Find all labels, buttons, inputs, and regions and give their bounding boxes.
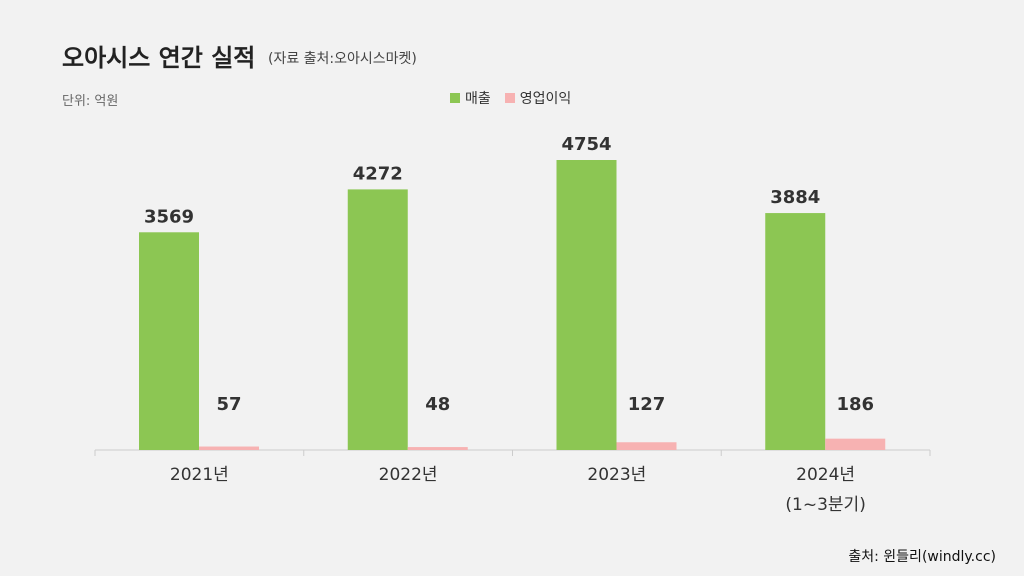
data-label-operating-profit: 127 [628, 394, 666, 415]
bar-sales [347, 189, 408, 451]
legend-swatch-operating-profit [504, 93, 515, 103]
x-tick-label: 2023년 [587, 465, 646, 485]
data-label-sales: 4754 [561, 134, 611, 155]
x-tick-label: (1~3분기) [785, 495, 865, 515]
x-tick-label: 2022년 [379, 465, 438, 485]
data-label-operating-profit: 186 [836, 394, 874, 415]
bar-operating-profit [407, 447, 468, 450]
data-label-sales: 4272 [353, 163, 403, 184]
x-tick-label: 2021년 [170, 465, 229, 485]
legend-label-sales: 매출 [465, 91, 491, 107]
bar-sales [556, 160, 617, 450]
bar-operating-profit [825, 438, 886, 450]
bar-sales [139, 232, 199, 450]
legend-label-operating-profit: 영업이익 [519, 91, 572, 107]
data-label-sales: 3884 [770, 187, 820, 208]
data-label-operating-profit: 48 [425, 394, 450, 415]
chart-title: 오아시스 연간 실적 [62, 44, 256, 72]
legend: 매출 영업이익 [450, 88, 571, 108]
legend-swatch-sales [450, 93, 460, 103]
data-label-operating-profit: 57 [216, 394, 241, 415]
x-tick-label: 2024년 [796, 465, 855, 485]
chart-subtitle: (자료 출처:오아시스마켓) [268, 51, 417, 67]
legend-item-operating-profit: 영업이익 [504, 88, 572, 108]
legend-item-sales: 매출 [450, 88, 491, 108]
unit-label: 단위: 억원 [62, 94, 119, 109]
source-credit: 출처: 윈들리(windly.cc) [848, 549, 996, 565]
bar-operating-profit [199, 446, 259, 450]
bar-sales [765, 213, 826, 450]
bar-operating-profit [616, 442, 677, 450]
data-label-sales: 3569 [144, 206, 194, 227]
